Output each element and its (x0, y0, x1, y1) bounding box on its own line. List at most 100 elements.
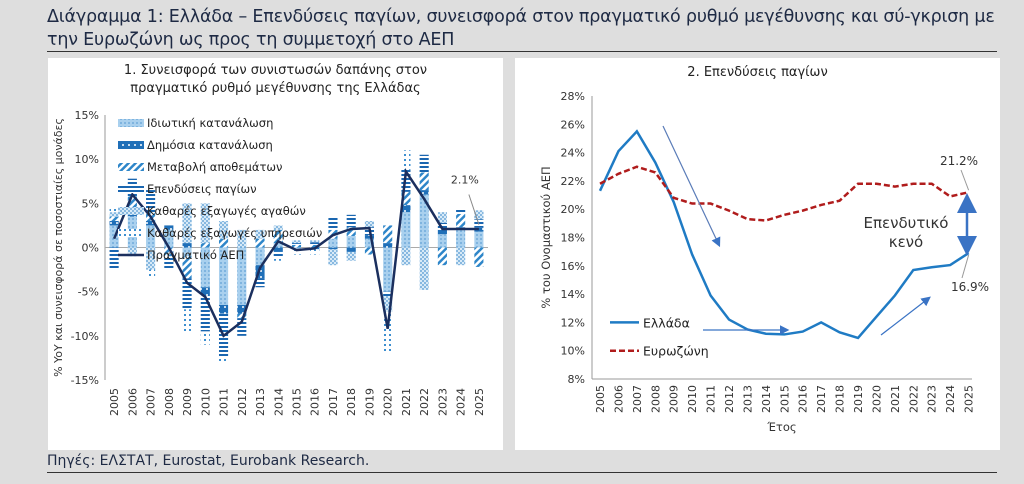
annotation-label: 2.1% (451, 174, 479, 187)
bar-segment (109, 207, 119, 213)
bar-segment (237, 247, 247, 305)
bar-segment (218, 238, 229, 248)
bar-segment (146, 269, 156, 279)
y-tick-label: 8% (568, 373, 585, 386)
title-rule (47, 51, 997, 52)
y-tick-label: 26% (561, 118, 585, 131)
bar-segment (328, 249, 338, 266)
bar-segment (109, 221, 119, 226)
y-tick-label: -15% (71, 374, 99, 387)
bar-segment (255, 247, 265, 266)
bar-segment (401, 247, 411, 266)
legend-label: Μεταβολή αποθεμάτων (147, 160, 282, 174)
x-tick-label: 2013 (741, 385, 754, 413)
x-tick-label: 2016 (309, 388, 322, 416)
bar-segment (218, 357, 229, 363)
x-tick-label: 2022 (907, 385, 920, 413)
legend-label: Ευρωζώνη (643, 344, 709, 359)
x-tick-label: 2018 (345, 388, 358, 416)
bar-segment (127, 176, 137, 179)
y-axis-label: % YoY και συνεισφορά σε ποσοστιαίες μονά… (52, 118, 65, 377)
bar-segment (437, 234, 447, 248)
x-tick-label: 2017 (327, 388, 340, 416)
bar-segment (182, 203, 192, 244)
bar-segment (291, 247, 302, 250)
bar-segment (364, 221, 375, 228)
bar-segment (273, 229, 283, 244)
bar-segment (383, 311, 393, 352)
chart1-svg: -15% -10% -5% 0% 5% 10% 15% 2005 2006 2007 2008 200… (52, 109, 488, 416)
bar-segment (328, 216, 338, 230)
bar-segment (164, 247, 174, 257)
x-tick-label: 2020 (382, 388, 395, 416)
bar-segment (109, 247, 119, 270)
legend-label: Καθαρές εξαγωγές αγαθών (147, 204, 306, 218)
bar-segment (146, 225, 156, 248)
bar-segment (255, 265, 265, 279)
x-tick-label: 2025 (473, 388, 486, 416)
bar-segment (346, 247, 356, 252)
bottom-rule (47, 472, 997, 473)
annotation-label: 21.2% (940, 154, 978, 168)
y-tick-label: -5% (78, 286, 99, 299)
bar-segment (127, 196, 137, 210)
bar-segment (218, 221, 229, 239)
bar-segment (273, 243, 283, 248)
x-tick-label: 2013 (254, 388, 267, 416)
bar-segment (364, 238, 375, 248)
bar-segment (273, 225, 283, 230)
x-tick-label: 2011 (218, 388, 231, 416)
bar-segment (310, 242, 320, 245)
bar-segment (218, 247, 229, 305)
bar-segment (310, 240, 320, 243)
bar-segment (291, 240, 302, 244)
bar-segment (437, 247, 447, 266)
bar-segment (200, 247, 210, 288)
annotation-label-gap: Επενδυτικό (864, 214, 949, 232)
x-tick-label: 2012 (236, 388, 249, 416)
annotation-leader (960, 169, 970, 191)
chart2-svg: 8% 10% 12% 14% 16% 18% 20% 22% 24% 26% 28% 2005 2006… (539, 90, 989, 434)
bar-segment (146, 247, 156, 270)
bar-segment (474, 231, 484, 248)
x-tick-label: 2014 (760, 385, 773, 413)
bar-segment (364, 247, 375, 255)
x-tick-label: 2018 (834, 385, 847, 413)
x-tick-label: 2019 (363, 388, 376, 416)
bar-segment (255, 238, 265, 248)
y-tick-label: 12% (561, 316, 585, 329)
x-tick-label: 2016 (797, 385, 810, 413)
bar-segment (218, 304, 229, 314)
bar-segment (310, 249, 320, 255)
bar-segment (164, 229, 174, 248)
bar-segment (419, 190, 429, 195)
x-tick-label: 2009 (181, 388, 194, 416)
bar-segment (346, 214, 356, 228)
gdp-line (112, 168, 479, 338)
bar-segment (401, 150, 411, 170)
bar-segment (346, 236, 356, 248)
bar-segment (237, 304, 247, 314)
x-tick-label: 2006 (612, 385, 625, 413)
bar-segment (182, 256, 192, 279)
x-tick-label: 2007 (631, 385, 644, 413)
bar-segment (237, 313, 247, 319)
x-tick-label: 2023 (926, 385, 939, 413)
bar-segment (474, 227, 484, 232)
bar-segment (182, 243, 192, 248)
bar-segment (383, 296, 393, 312)
bar-segment (474, 247, 484, 267)
bar-segment (146, 221, 156, 226)
bar-segment (383, 243, 393, 248)
x-tick-label: 2017 (815, 385, 828, 413)
bar-segment (346, 251, 356, 261)
bar-segment (383, 291, 393, 297)
bar-segment (456, 229, 466, 248)
bar-segment (383, 225, 393, 244)
legend-label: Καθαρές εξαγωγές υπηρεσιών (147, 226, 322, 240)
bar-segment (383, 247, 393, 292)
bar-segment (456, 209, 466, 214)
bar-segment (200, 296, 210, 332)
bar-segment (255, 229, 265, 239)
x-tick-label: 2005 (594, 385, 607, 413)
